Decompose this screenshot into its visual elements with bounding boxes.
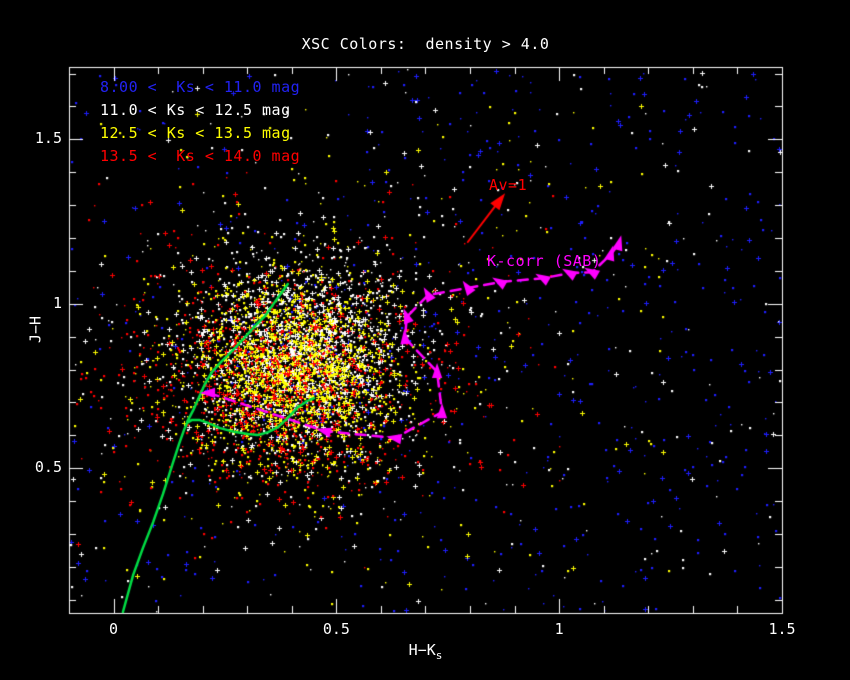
x-tick-label: 1.5 (768, 620, 796, 638)
extinction-vector-label: Av=1 (489, 176, 528, 194)
legend-item: 12.5 < Ks < 13.5 mag (100, 124, 291, 142)
legend-item: 13.5 < Ks < 14.0 mag (100, 147, 301, 165)
y-tick-label: 1.5 (34, 129, 62, 148)
kcorr-track-label: K-corr (SAB) (487, 252, 602, 270)
x-axis-title-subscript: s (435, 649, 443, 662)
x-tick-label: 1 (554, 620, 564, 638)
chart-title: XSC Colors: density > 4.0 (301, 35, 550, 53)
x-tick-label: 0 (109, 620, 119, 638)
x-axis-title-text: H−K (408, 641, 436, 659)
legend-item: 11.0 < Ks < 12.5 mag (100, 101, 291, 119)
legend: 8.00 < Ks < 11.0 mag 11.0 < Ks < 12.5 mag… (100, 80, 300, 172)
y-tick-label: 1 (52, 293, 62, 312)
y-tick-label: 0.5 (34, 458, 62, 477)
legend-item: 8.00 < Ks < 11.0 mag (100, 78, 301, 96)
x-axis-title: H−Ks (69, 641, 782, 662)
y-axis-title: J−H (26, 315, 45, 344)
x-tick-label: 0.5 (322, 620, 350, 638)
